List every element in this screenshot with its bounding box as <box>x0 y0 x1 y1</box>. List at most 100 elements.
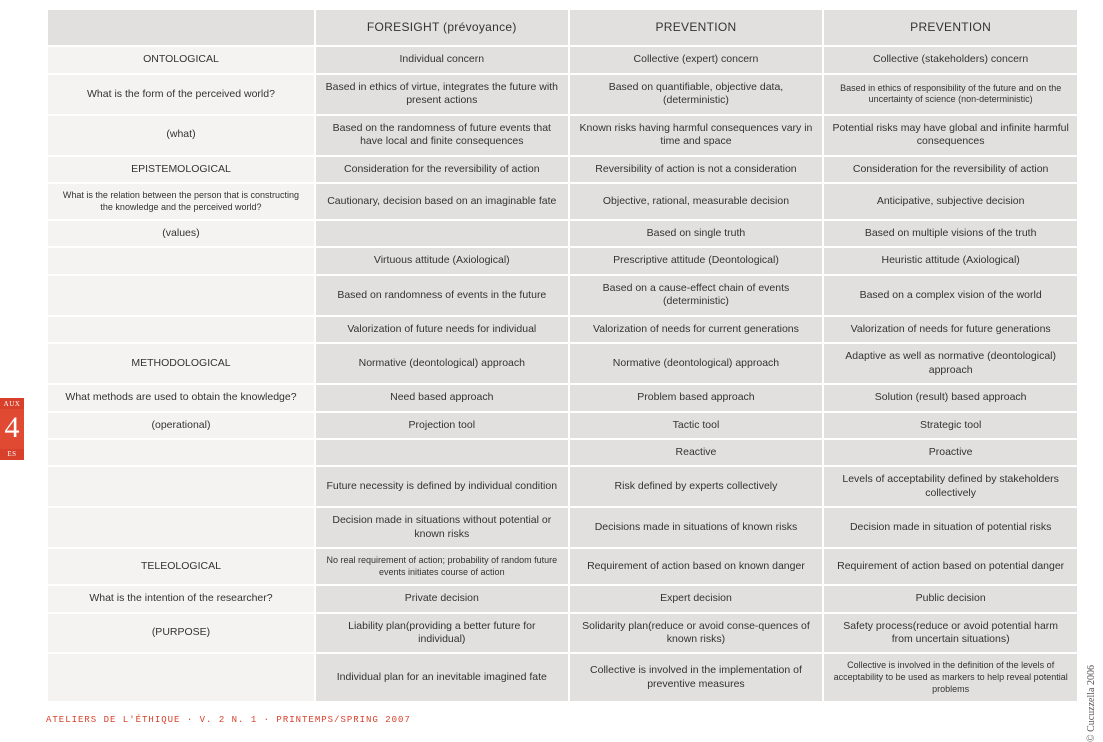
side-tab-number: 4 <box>0 409 24 449</box>
row-label: What is the relation between the person … <box>48 184 314 219</box>
row-label: (operational) <box>48 413 314 438</box>
row-label: What is the form of the perceived world? <box>48 75 314 114</box>
row-label <box>48 467 314 506</box>
table-row: What is the form of the perceived world?… <box>48 75 1077 114</box>
table-cell: Based on randomness of events in the fut… <box>316 276 568 315</box>
table-cell: Virtuous attitude (Axiological) <box>316 248 568 273</box>
side-tab: AUX 4 ES <box>0 398 24 460</box>
table-cell: No real requirement of action; probabili… <box>316 549 568 584</box>
table-cell: Objective, rational, measurable decision <box>570 184 823 219</box>
table-cell: Heuristic attitude (Axiological) <box>824 248 1077 273</box>
table-cell: Strategic tool <box>824 413 1077 438</box>
credit-line: © Cucuzzella 2006 <box>1086 665 1097 742</box>
table-cell: Normative (deontological) approach <box>570 344 823 383</box>
row-label: EPISTEMOLOGICAL <box>48 157 314 182</box>
table-cell: Problem based approach <box>570 385 823 410</box>
header-prevention-1: PREVENTION <box>570 10 823 45</box>
table-row: (what)Based on the randomness of future … <box>48 116 1077 155</box>
table-row: Based on randomness of events in the fut… <box>48 276 1077 315</box>
table-row: What methods are used to obtain the know… <box>48 385 1077 410</box>
table-cell <box>316 221 568 246</box>
table-cell: Projection tool <box>316 413 568 438</box>
table-cell: Based on the randomness of future events… <box>316 116 568 155</box>
table-cell: Tactic tool <box>570 413 823 438</box>
table-cell: Solidarity plan(reduce or avoid conse-qu… <box>570 614 823 653</box>
row-label: ONTOLOGICAL <box>48 47 314 72</box>
table-cell: Levels of acceptability defined by stake… <box>824 467 1077 506</box>
table-cell: Public decision <box>824 586 1077 611</box>
table-cell: Solution (result) based approach <box>824 385 1077 410</box>
table-cell: Based in ethics of responsibility of the… <box>824 75 1077 114</box>
table-cell: Based on a cause-effect chain of events … <box>570 276 823 315</box>
table-cell: Collective (expert) concern <box>570 47 823 72</box>
row-label: What is the intention of the researcher? <box>48 586 314 611</box>
table-cell: Reactive <box>570 440 823 465</box>
row-label: METHODOLOGICAL <box>48 344 314 383</box>
row-label <box>48 317 314 342</box>
table-cell: Cautionary, decision based on an imagina… <box>316 184 568 219</box>
table-cell: Future necessity is defined by individua… <box>316 467 568 506</box>
table-cell: Requirement of action based on known dan… <box>570 549 823 584</box>
table-cell: Decision made in situations without pote… <box>316 508 568 547</box>
table-row: TELEOLOGICALNo real requirement of actio… <box>48 549 1077 584</box>
table-row: ONTOLOGICALIndividual concernCollective … <box>48 47 1077 72</box>
row-label <box>48 654 314 701</box>
table-cell: Private decision <box>316 586 568 611</box>
table-row: (PURPOSE)Liability plan(providing a bett… <box>48 614 1077 653</box>
table-cell: Collective (stakeholders) concern <box>824 47 1077 72</box>
table-cell: Decision made in situation of potential … <box>824 508 1077 547</box>
table-cell: Anticipative, subjective decision <box>824 184 1077 219</box>
row-label <box>48 508 314 547</box>
table-body: ONTOLOGICALIndividual concernCollective … <box>48 47 1077 701</box>
table-cell: Collective is involved in the implementa… <box>570 654 823 701</box>
table-row: METHODOLOGICALNormative (deontological) … <box>48 344 1077 383</box>
table-cell: Risk defined by experts collectively <box>570 467 823 506</box>
table-row: Future necessity is defined by individua… <box>48 467 1077 506</box>
table-cell: Requirement of action based on potential… <box>824 549 1077 584</box>
row-label <box>48 248 314 273</box>
table-header-row: FORESIGHT (prévoyance) PREVENTION PREVEN… <box>48 10 1077 45</box>
table-row: EPISTEMOLOGICALConsideration for the rev… <box>48 157 1077 182</box>
table-cell: Consideration for the reversibility of a… <box>316 157 568 182</box>
row-label: TELEOLOGICAL <box>48 549 314 584</box>
table-cell: Valorization of future needs for individ… <box>316 317 568 342</box>
table-row: Individual plan for an inevitable imagin… <box>48 654 1077 701</box>
table-cell: Prescriptive attitude (Deontological) <box>570 248 823 273</box>
row-label: What methods are used to obtain the know… <box>48 385 314 410</box>
table-cell: Decisions made in situations of known ri… <box>570 508 823 547</box>
table-cell: Normative (deontological) approach <box>316 344 568 383</box>
table-row: Decision made in situations without pote… <box>48 508 1077 547</box>
table-row: Valorization of future needs for individ… <box>48 317 1077 342</box>
table-cell: Proactive <box>824 440 1077 465</box>
table-cell: Based on quantifiable, objective data, (… <box>570 75 823 114</box>
row-label: (PURPOSE) <box>48 614 314 653</box>
header-prevention-2: PREVENTION <box>824 10 1077 45</box>
table-cell <box>316 440 568 465</box>
table-cell: Consideration for the reversibility of a… <box>824 157 1077 182</box>
table-cell: Collective is involved in the definition… <box>824 654 1077 701</box>
table-cell: Expert decision <box>570 586 823 611</box>
table-cell: Based on a complex vision of the world <box>824 276 1077 315</box>
row-label <box>48 440 314 465</box>
table-cell: Based on multiple visions of the truth <box>824 221 1077 246</box>
table-cell: Individual concern <box>316 47 568 72</box>
side-tab-top: AUX <box>0 398 24 409</box>
table-cell: Potential risks may have global and infi… <box>824 116 1077 155</box>
table-row: (operational)Projection toolTactic toolS… <box>48 413 1077 438</box>
table-row: (values) Based on single truthBased on mu… <box>48 221 1077 246</box>
table-cell: Safety process(reduce or avoid potential… <box>824 614 1077 653</box>
table-cell: Individual plan for an inevitable imagin… <box>316 654 568 701</box>
table-cell: Reversibility of action is not a conside… <box>570 157 823 182</box>
table-row: What is the intention of the researcher?… <box>48 586 1077 611</box>
header-foresight: FORESIGHT (prévoyance) <box>316 10 568 45</box>
table-cell: Based on single truth <box>570 221 823 246</box>
table-cell: Valorization of needs for future generat… <box>824 317 1077 342</box>
row-label <box>48 276 314 315</box>
table-row: Virtuous attitude (Axiological)Prescript… <box>48 248 1077 273</box>
table-cell: Adaptive as well as normative (deontolog… <box>824 344 1077 383</box>
row-label: (what) <box>48 116 314 155</box>
row-label: (values) <box>48 221 314 246</box>
table-row: ReactiveProactive <box>48 440 1077 465</box>
table-cell: Liability plan(providing a better future… <box>316 614 568 653</box>
table-row: What is the relation between the person … <box>48 184 1077 219</box>
